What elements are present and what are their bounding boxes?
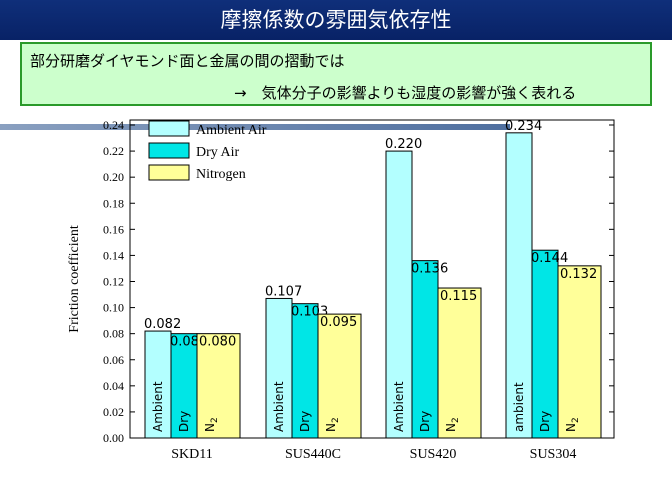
value-label: 0.082	[144, 317, 181, 332]
divider-bar	[0, 124, 510, 130]
summary-box: 部分研磨ダイヤモンド面と金属の間の摺動では → 気体分子の影響よりも湿度の影響が…	[20, 42, 652, 106]
slide-title: 摩擦係数の雰囲気依存性	[0, 0, 672, 40]
value-label: 0.132	[560, 267, 597, 282]
value-label: 0.234	[505, 119, 542, 134]
y-tick-label: 0.18	[103, 196, 124, 210]
bar-nitrogen-skd11	[196, 333, 241, 439]
y-tick-label: 0.10	[103, 301, 124, 315]
y-tick-label: 0.08	[103, 327, 124, 341]
value-label: 0.144	[531, 251, 568, 266]
bar-dry-air-sus440c	[291, 303, 319, 439]
bar-dry-air-sus304	[531, 249, 559, 439]
y-tick-label: 0.24	[103, 118, 124, 132]
bar-ambient-air-skd11	[144, 330, 172, 439]
bar-series-label: Ambient	[151, 381, 165, 432]
category-label: SUS304	[530, 447, 577, 462]
plot-frame	[129, 119, 615, 439]
bar-series-label: Ambient	[392, 381, 406, 432]
legend-swatch	[148, 164, 190, 181]
value-label: 0.080	[199, 335, 236, 350]
bar-dry-air-skd11	[170, 333, 198, 439]
category-label: SKD11	[171, 447, 213, 462]
y-tick-label: 0.20	[103, 170, 124, 184]
y-tick-label: 0.02	[103, 405, 124, 419]
value-label: 0.220	[385, 137, 422, 152]
bar-series-label: N2	[444, 417, 461, 432]
y-tick-label: 0.04	[103, 379, 124, 393]
legend-label: Nitrogen	[196, 167, 246, 182]
bar-series-label: Dry	[538, 411, 552, 432]
bar-series-label: Dry	[418, 411, 432, 432]
y-tick-label: 0.00	[103, 431, 124, 445]
legend: Ambient Air Dry Air Nitrogen	[148, 120, 267, 182]
bar-series-label: N2	[564, 417, 581, 432]
value-label: 0.095	[320, 315, 357, 330]
category-label: SUS420	[410, 447, 457, 462]
bar-series-label: N2	[203, 417, 220, 432]
legend-label: Dry Air	[196, 145, 240, 160]
y-tick-label: 0.14	[103, 248, 124, 262]
bar-series-label: ambient	[512, 382, 526, 432]
legend-swatch	[148, 142, 190, 159]
y-axis-label: Friction coefficient	[67, 225, 82, 333]
y-tick-label: 0.22	[103, 144, 124, 158]
bar-ambient-air-sus440c	[265, 297, 293, 439]
y-tick-label: 0.16	[103, 222, 124, 236]
summary-line-1: 部分研磨ダイヤモンド面と金属の間の摺動では	[30, 52, 345, 70]
value-label: 0.136	[411, 262, 448, 277]
bar-series-label: Dry	[177, 411, 191, 432]
legend-swatch	[148, 120, 190, 137]
x-axis-categories: SKD11 SUS440C SUS420 SUS304	[171, 447, 576, 462]
bar-nitrogen-sus420	[437, 287, 482, 439]
y-axis-ticks: 0.00 0.02 0.04 0.06 0.08 0.10 0.12 0.14 0.16 0.18…	[103, 118, 614, 445]
bar-nitrogen-sus304	[557, 265, 602, 439]
bar-series-label: Ambient	[272, 381, 286, 432]
value-label: 0.115	[440, 289, 477, 304]
summary-line-2: → 気体分子の影響よりも湿度の影響が強く表れる	[234, 84, 577, 102]
bars-group: 0.082Ambient0.080Dry0.080N20.107Ambient0…	[144, 119, 602, 439]
y-tick-label: 0.12	[103, 275, 124, 289]
y-tick-label: 0.06	[103, 353, 124, 367]
legend-label: Ambient Air	[196, 123, 267, 138]
bar-series-label: N2	[324, 417, 341, 432]
value-label: 0.107	[265, 284, 302, 299]
bar-dry-air-sus420	[411, 260, 439, 439]
bar-nitrogen-sus440c	[317, 313, 362, 439]
bar-ambient-air-sus420	[385, 150, 413, 439]
bar-series-label: Dry	[298, 411, 312, 432]
category-label: SUS440C	[285, 447, 341, 462]
